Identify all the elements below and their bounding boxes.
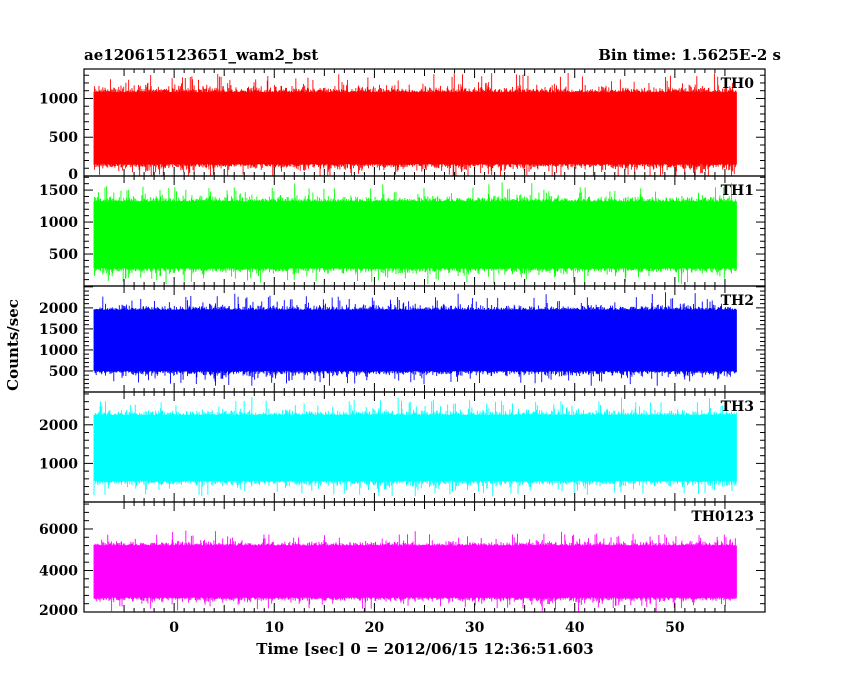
y-tick-label: 0 bbox=[68, 167, 78, 183]
panel-label-th3: TH3 bbox=[721, 399, 754, 415]
y-tick-label: 1000 bbox=[39, 343, 78, 359]
y-tick-label: 2000 bbox=[39, 418, 78, 434]
y-tick-label: 2000 bbox=[39, 603, 78, 619]
x-tick-label: 0 bbox=[169, 620, 179, 636]
panel-th3: 1000 2000 TH3 bbox=[39, 391, 766, 503]
y-tick-label: 1000 bbox=[39, 456, 78, 472]
x-tick-label: 30 bbox=[465, 620, 485, 636]
x-tick-label: 50 bbox=[665, 620, 685, 636]
series-th2 bbox=[93, 292, 737, 386]
x-tick-label: 40 bbox=[565, 620, 585, 636]
x-axis-label: Time [sec] 0 = 2012/06/15 12:36:51.603 bbox=[256, 640, 593, 658]
panel-label-th0123: TH0123 bbox=[691, 509, 754, 525]
title-right: Bin time: 1.5625E-2 s bbox=[598, 46, 781, 64]
y-tick-label: 500 bbox=[49, 130, 78, 146]
y-tick-label: 500 bbox=[49, 364, 78, 380]
y-tick-label: 1000 bbox=[39, 215, 78, 231]
panel-th2: 500 1000 1500 2000 TH2 bbox=[39, 285, 766, 393]
y-tick-label: 1000 bbox=[39, 91, 78, 107]
y-tick-label: 6000 bbox=[39, 522, 78, 538]
x-tick-label: 10 bbox=[265, 620, 285, 636]
panel-th0: 0 500 1000 TH0 bbox=[39, 68, 766, 183]
panel-label-th0: TH0 bbox=[721, 76, 755, 92]
x-tick-label: 20 bbox=[365, 620, 385, 636]
y-tick-label: 1500 bbox=[39, 183, 78, 199]
title-left: ae120615123651_wam2_bst bbox=[84, 46, 318, 64]
y-tick-label: 2000 bbox=[39, 301, 78, 317]
series-th0123 bbox=[93, 530, 737, 612]
panel-label-th1: TH1 bbox=[721, 183, 754, 199]
panel-th1: 500 1000 1500 TH1 bbox=[39, 175, 766, 287]
y-tick-label: 4000 bbox=[39, 563, 78, 579]
panel-label-th2: TH2 bbox=[721, 293, 754, 309]
series-th0 bbox=[93, 72, 737, 176]
y-tick-label: 1500 bbox=[39, 322, 78, 338]
y-axis-label: Counts/sec bbox=[4, 299, 22, 391]
series-th3 bbox=[93, 397, 737, 497]
panel-th0123: 2000 4000 6000 TH0123 bbox=[39, 501, 766, 619]
series-th1 bbox=[93, 182, 737, 285]
y-tick-label: 500 bbox=[49, 247, 78, 263]
